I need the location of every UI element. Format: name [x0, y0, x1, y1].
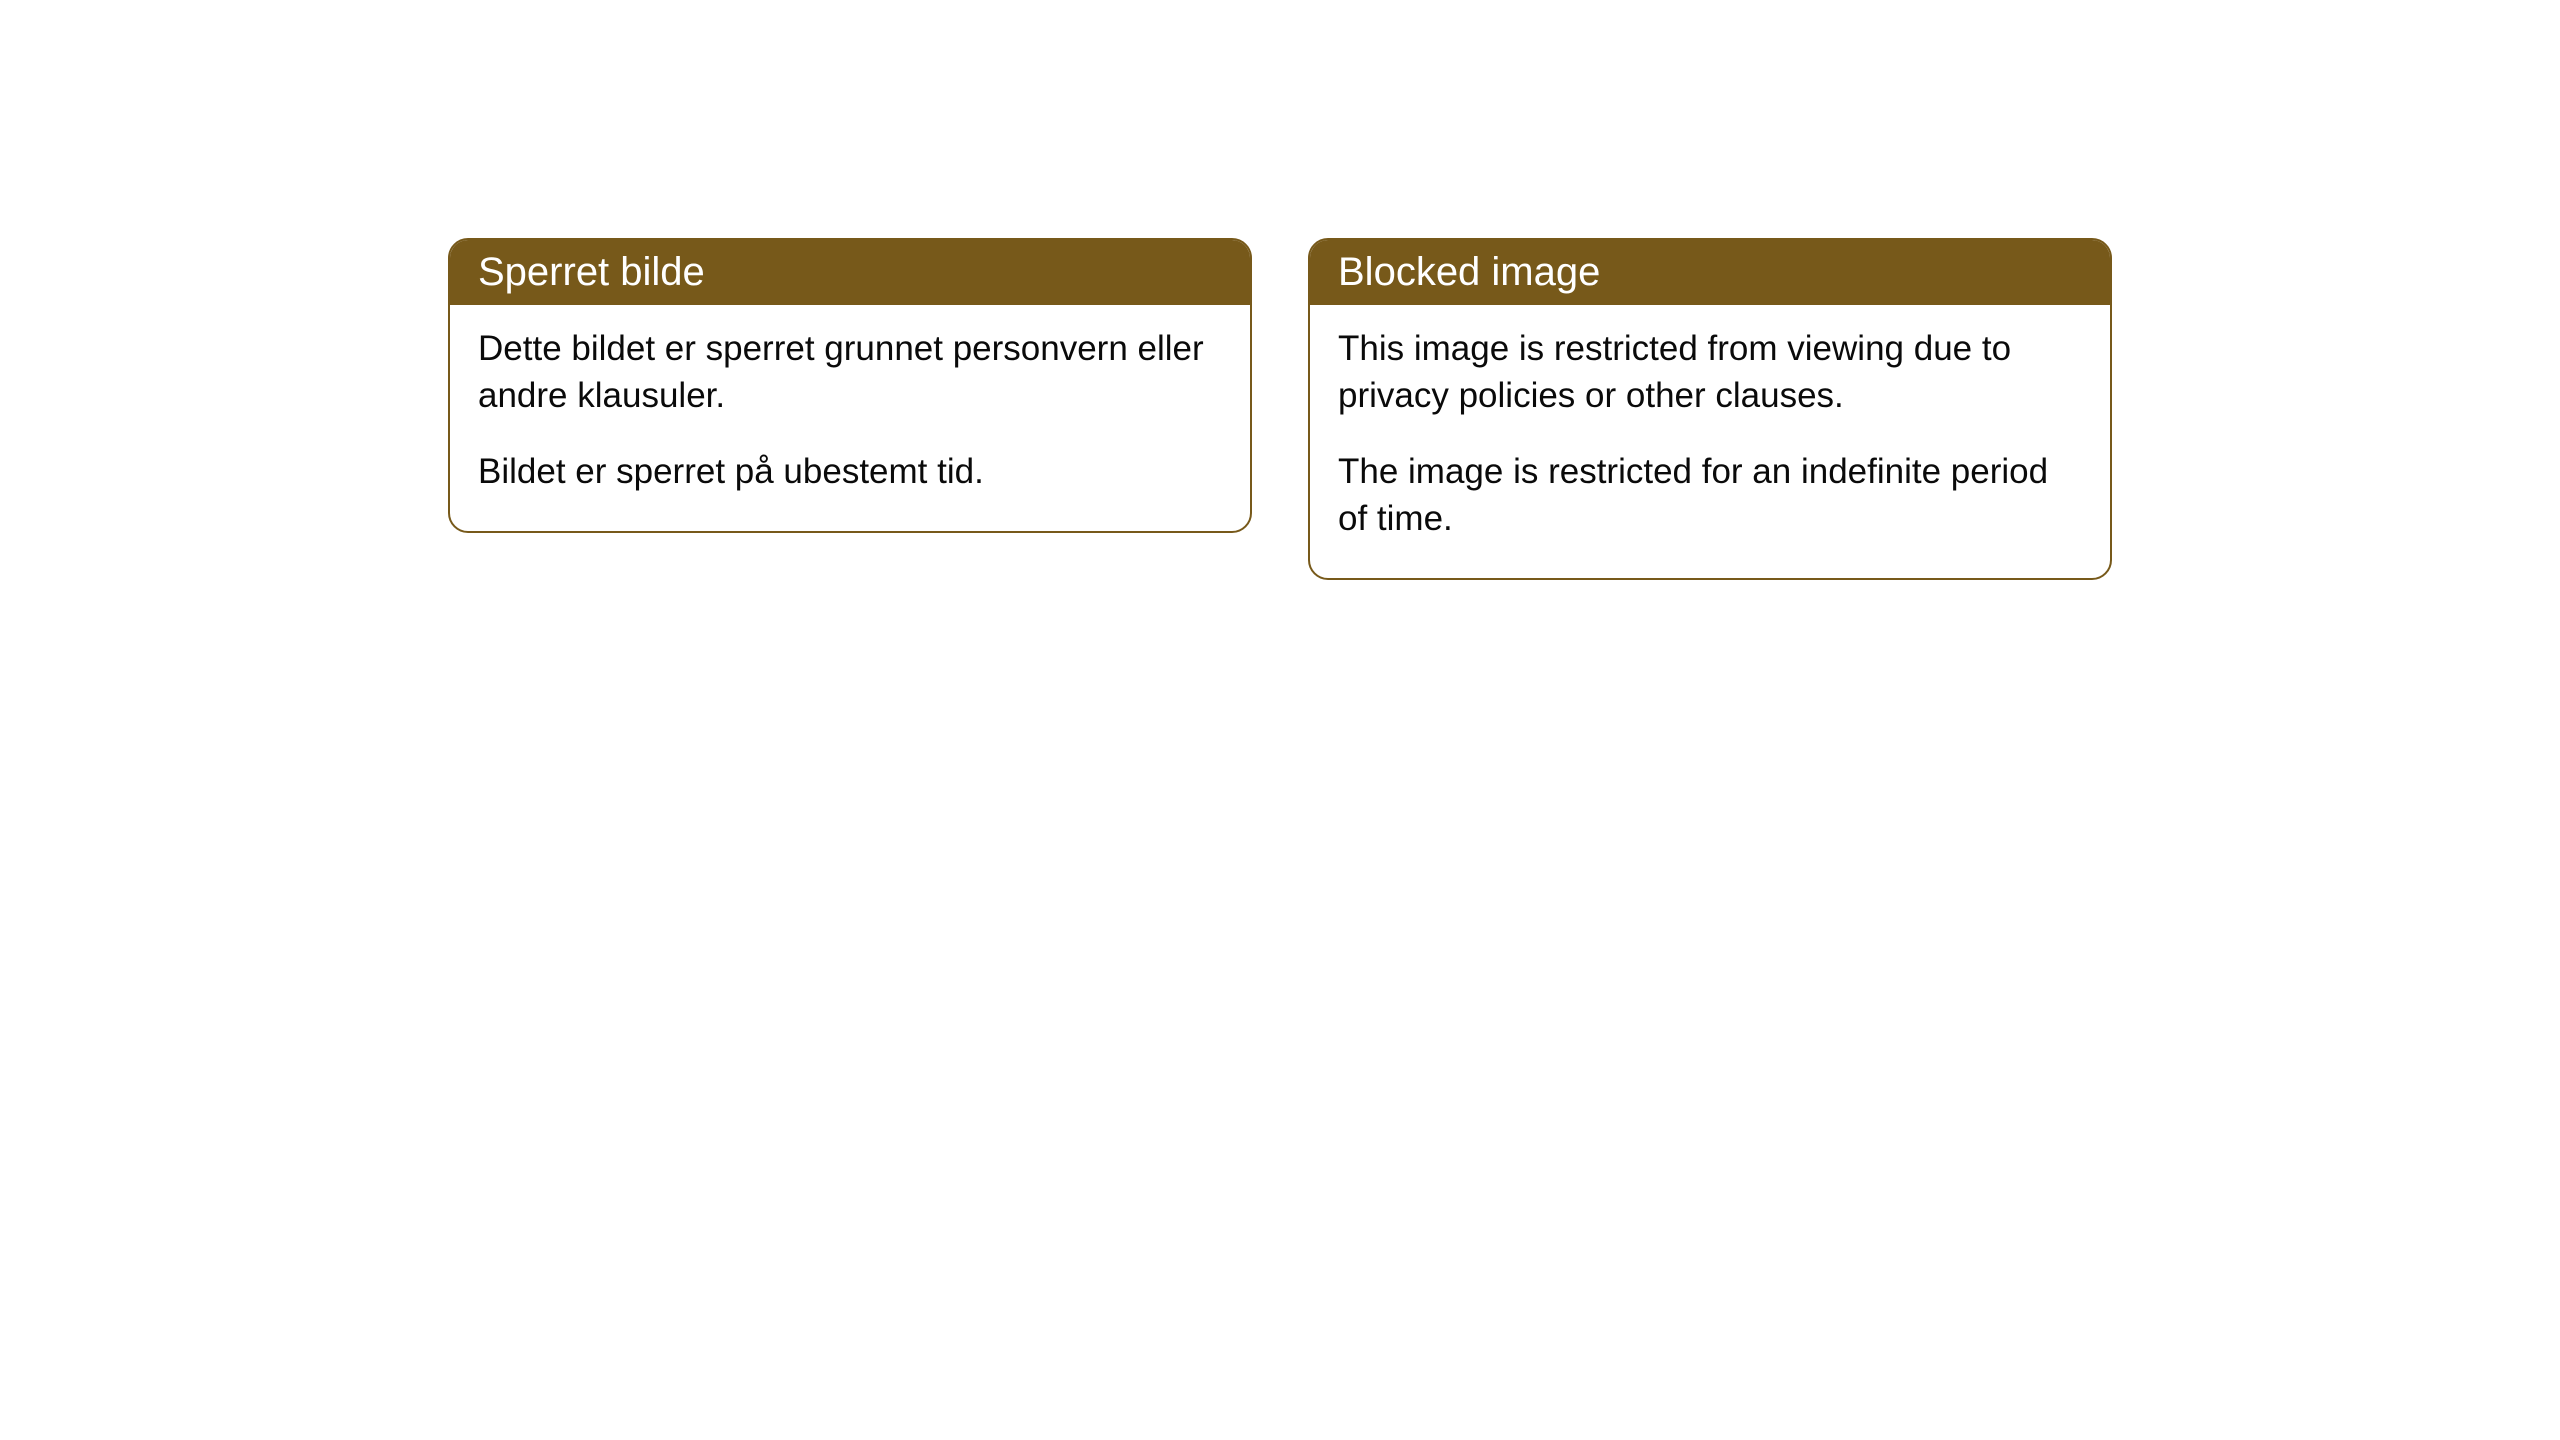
notice-title: Sperret bilde	[478, 250, 705, 294]
notice-header-norwegian: Sperret bilde	[450, 240, 1250, 305]
notice-paragraph: Bildet er sperret på ubestemt tid.	[478, 448, 1222, 495]
notice-title: Blocked image	[1338, 250, 1600, 294]
notice-header-english: Blocked image	[1310, 240, 2110, 305]
notice-card-english: Blocked image This image is restricted f…	[1308, 238, 2112, 580]
notice-card-norwegian: Sperret bilde Dette bildet er sperret gr…	[448, 238, 1252, 533]
notice-paragraph: This image is restricted from viewing du…	[1338, 325, 2082, 420]
notice-body-norwegian: Dette bildet er sperret grunnet personve…	[450, 305, 1250, 531]
notice-paragraph: The image is restricted for an indefinit…	[1338, 448, 2082, 543]
notice-paragraph: Dette bildet er sperret grunnet personve…	[478, 325, 1222, 420]
notice-body-english: This image is restricted from viewing du…	[1310, 305, 2110, 578]
